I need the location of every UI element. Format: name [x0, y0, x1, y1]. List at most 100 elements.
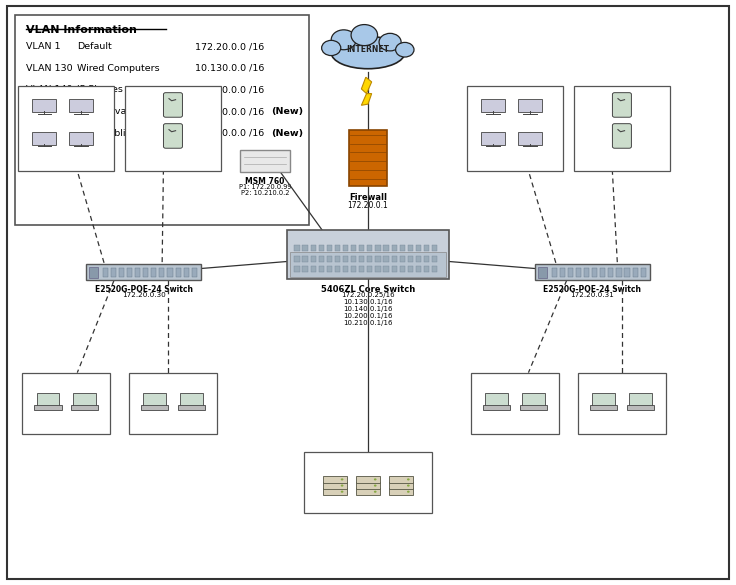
FancyBboxPatch shape: [367, 246, 372, 252]
FancyBboxPatch shape: [400, 246, 405, 252]
Text: 10.130.0.0 /16: 10.130.0.0 /16: [195, 64, 264, 73]
Text: 172.20.0.30: 172.20.0.30: [121, 292, 166, 298]
FancyBboxPatch shape: [302, 267, 308, 273]
FancyBboxPatch shape: [152, 268, 156, 277]
FancyBboxPatch shape: [125, 86, 221, 171]
Text: Mac: Mac: [38, 152, 51, 157]
FancyBboxPatch shape: [408, 267, 413, 273]
FancyBboxPatch shape: [383, 256, 389, 262]
FancyBboxPatch shape: [432, 267, 437, 273]
FancyBboxPatch shape: [311, 246, 316, 252]
FancyBboxPatch shape: [349, 130, 387, 186]
FancyBboxPatch shape: [302, 256, 308, 262]
Text: 10.140.0.0 /16: 10.140.0.0 /16: [195, 85, 264, 94]
Circle shape: [341, 479, 344, 480]
FancyBboxPatch shape: [303, 452, 432, 514]
Text: E2520G-POE-24 Switch: E2520G-POE-24 Switch: [94, 285, 193, 294]
FancyBboxPatch shape: [400, 267, 405, 273]
FancyBboxPatch shape: [351, 246, 356, 252]
FancyBboxPatch shape: [518, 99, 542, 112]
FancyBboxPatch shape: [335, 246, 340, 252]
FancyBboxPatch shape: [560, 268, 565, 277]
Text: Guest: Guest: [631, 419, 650, 424]
Text: 172.20.0.0 /16: 172.20.0.0 /16: [195, 42, 264, 51]
FancyBboxPatch shape: [578, 373, 666, 434]
Text: Server: Server: [358, 505, 378, 510]
FancyBboxPatch shape: [616, 268, 621, 277]
Text: Mac: Mac: [74, 119, 88, 124]
Text: 172.20.0.1: 172.20.0.1: [347, 201, 389, 210]
FancyBboxPatch shape: [392, 246, 397, 252]
Circle shape: [341, 484, 344, 487]
FancyBboxPatch shape: [471, 373, 559, 434]
Text: 10.200.0.1/16: 10.200.0.1/16: [343, 314, 393, 319]
FancyBboxPatch shape: [624, 268, 630, 277]
FancyBboxPatch shape: [632, 268, 637, 277]
FancyBboxPatch shape: [400, 256, 405, 262]
Text: Laptop: Laptop: [37, 419, 59, 424]
FancyBboxPatch shape: [389, 488, 413, 495]
FancyBboxPatch shape: [416, 256, 421, 262]
FancyBboxPatch shape: [523, 393, 545, 406]
FancyBboxPatch shape: [177, 405, 205, 410]
FancyBboxPatch shape: [127, 268, 132, 277]
FancyBboxPatch shape: [359, 256, 364, 262]
Text: Guest: Guest: [594, 419, 613, 424]
Text: VLAN 130: VLAN 130: [44, 88, 88, 98]
FancyBboxPatch shape: [294, 267, 300, 273]
FancyBboxPatch shape: [323, 482, 347, 489]
Text: IP Phone: IP Phone: [160, 150, 186, 156]
FancyBboxPatch shape: [163, 92, 183, 117]
Text: VLAN 130: VLAN 130: [493, 88, 537, 98]
FancyBboxPatch shape: [180, 393, 202, 406]
Text: VLAN 140: VLAN 140: [151, 88, 195, 98]
FancyBboxPatch shape: [518, 132, 542, 145]
FancyBboxPatch shape: [375, 267, 381, 273]
FancyBboxPatch shape: [367, 256, 372, 262]
Text: VLAN 200: VLAN 200: [26, 107, 72, 116]
FancyBboxPatch shape: [408, 246, 413, 252]
FancyBboxPatch shape: [144, 393, 166, 406]
FancyBboxPatch shape: [359, 246, 364, 252]
FancyBboxPatch shape: [590, 405, 618, 410]
FancyBboxPatch shape: [432, 256, 437, 262]
FancyBboxPatch shape: [294, 256, 300, 262]
FancyBboxPatch shape: [592, 393, 615, 406]
FancyBboxPatch shape: [520, 405, 548, 410]
FancyBboxPatch shape: [552, 268, 556, 277]
FancyBboxPatch shape: [175, 268, 180, 277]
Text: INTERNET: INTERNET: [347, 45, 389, 54]
Text: MSM 760: MSM 760: [245, 177, 285, 185]
Ellipse shape: [322, 40, 341, 56]
FancyBboxPatch shape: [135, 268, 140, 277]
FancyBboxPatch shape: [383, 267, 389, 273]
FancyBboxPatch shape: [389, 476, 413, 483]
FancyBboxPatch shape: [481, 132, 505, 145]
Circle shape: [407, 479, 410, 480]
Text: VLAN 200: VLAN 200: [493, 376, 537, 384]
Text: 172.20.0.31: 172.20.0.31: [570, 292, 615, 298]
FancyBboxPatch shape: [87, 264, 200, 280]
FancyBboxPatch shape: [356, 476, 380, 483]
Text: PC: PC: [489, 119, 497, 124]
Text: E2520G-POE-24 Switch: E2520G-POE-24 Switch: [543, 285, 642, 294]
Text: Laptop: Laptop: [523, 419, 545, 424]
Text: Guest: Guest: [145, 419, 164, 424]
FancyBboxPatch shape: [18, 86, 114, 171]
Text: Laptop: Laptop: [486, 419, 508, 424]
FancyBboxPatch shape: [343, 267, 348, 273]
FancyBboxPatch shape: [375, 246, 381, 252]
FancyBboxPatch shape: [319, 267, 324, 273]
Circle shape: [407, 491, 410, 493]
FancyBboxPatch shape: [601, 268, 606, 277]
FancyBboxPatch shape: [539, 267, 547, 278]
Text: (New): (New): [271, 107, 303, 116]
Circle shape: [374, 484, 377, 487]
FancyBboxPatch shape: [383, 246, 389, 252]
FancyBboxPatch shape: [424, 256, 429, 262]
FancyBboxPatch shape: [240, 150, 290, 172]
Text: Mac: Mac: [523, 152, 537, 157]
FancyBboxPatch shape: [626, 405, 654, 410]
Text: 10.210.0.0 /16: 10.210.0.0 /16: [195, 129, 264, 137]
Text: 10.210.0.1/16: 10.210.0.1/16: [343, 321, 393, 326]
